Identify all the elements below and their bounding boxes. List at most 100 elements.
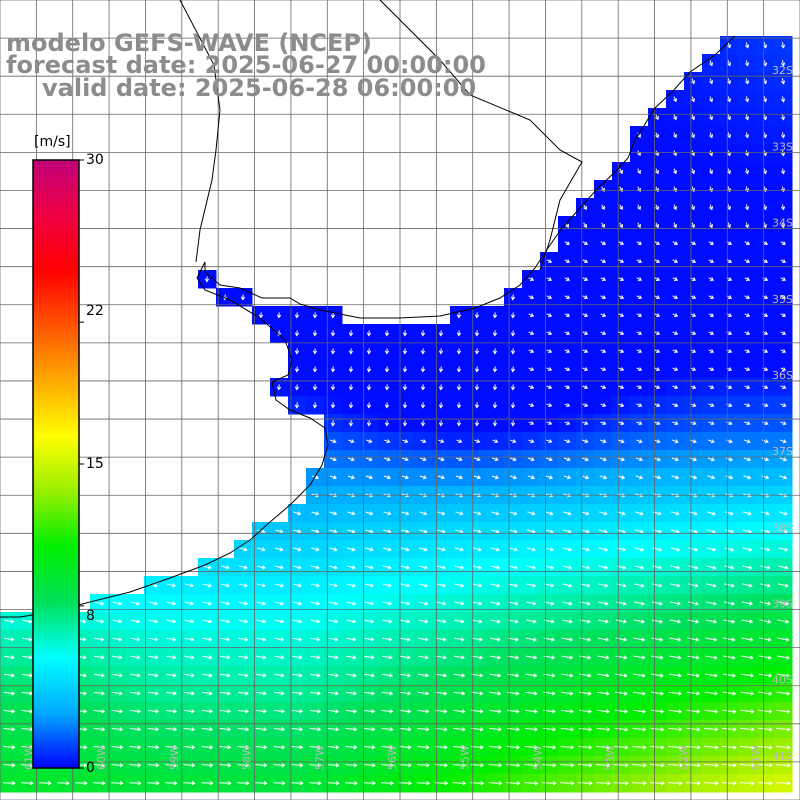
- wind-arrow: [220, 565, 230, 570]
- wind-arrow: [637, 168, 641, 175]
- wind-arrow: [454, 547, 464, 552]
- wind-arrow: [526, 601, 537, 606]
- lat-lon-labels: 32S 33S 34S 35S 36S 37S 38S 39S 40S 41S 61W 60W 59W 5…: [22, 64, 793, 770]
- wind-arrow: [614, 763, 629, 768]
- wind-arrow: [510, 330, 516, 337]
- wind-arrow: [636, 241, 643, 245]
- wind-arrow: [492, 348, 498, 355]
- wind-arrow: [293, 529, 302, 534]
- wind-arrow: [491, 457, 499, 462]
- wind-arrow: [687, 619, 700, 624]
- wind-arrow: [599, 475, 608, 480]
- wind-arrow: [691, 150, 696, 157]
- wind-arrow: [489, 691, 502, 696]
- wind-arrow: [546, 367, 553, 372]
- wind-arrow: [510, 420, 516, 427]
- wind-arrow: [111, 691, 124, 696]
- wind-arrow: [384, 384, 390, 391]
- wind-arrow: [330, 348, 336, 355]
- wind-arrow: [668, 709, 683, 714]
- colorbar: [32, 159, 84, 769]
- wind-arrow: [506, 781, 521, 786]
- wind-arrow: [21, 673, 34, 678]
- wind-arrow: [691, 114, 696, 121]
- wind-arrow: [670, 583, 681, 588]
- wind-arrow: [653, 439, 661, 444]
- wind-arrow: [618, 241, 625, 245]
- wind-arrow: [524, 727, 539, 732]
- wind-arrow: [582, 403, 589, 408]
- wind-arrow: [600, 439, 607, 444]
- wind-arrow: [669, 601, 681, 606]
- wind-arrow: [492, 402, 498, 409]
- wind-arrow: [651, 673, 664, 678]
- wind-arrow: [613, 781, 629, 786]
- wind-arrow: [762, 168, 768, 175]
- wind-arrow: [595, 781, 611, 786]
- wind-arrow: [673, 96, 678, 103]
- wind-arrow: [546, 259, 553, 263]
- latitude-label: 33S: [772, 140, 793, 153]
- wind-arrow: [636, 385, 643, 390]
- valid-date: valid date: 2025-06-28 06:00:00: [42, 74, 477, 102]
- wind-arrow: [542, 781, 557, 786]
- wind-arrow: [545, 457, 553, 462]
- wind-arrow: [273, 781, 286, 786]
- wind-arrow: [544, 529, 554, 534]
- wind-arrow: [564, 241, 571, 245]
- wind-arrow: [636, 313, 643, 317]
- wind-arrow: [383, 511, 392, 516]
- wind-arrow: [546, 313, 553, 317]
- wind-arrow: [436, 601, 447, 606]
- wind-arrow: [311, 529, 320, 534]
- wind-arrow: [685, 781, 701, 786]
- wind-arrow: [777, 601, 790, 606]
- wind-arrow: [381, 691, 394, 696]
- wind-arrow: [130, 601, 141, 606]
- wind-arrow: [615, 601, 627, 606]
- wind-arrow: [634, 547, 645, 552]
- wind-arrow: [726, 168, 732, 175]
- wind-arrow: [654, 331, 661, 335]
- wind-arrow: [778, 529, 789, 534]
- wind-arrow: [237, 781, 250, 786]
- wind-arrow: [310, 637, 321, 642]
- wind-arrow: [687, 601, 699, 606]
- wind-arrow: [294, 330, 300, 337]
- wind-arrow: [777, 637, 790, 642]
- wind-arrow: [652, 565, 663, 570]
- longitude-label: 53W: [604, 745, 617, 770]
- wind-arrow: [708, 421, 715, 426]
- wind-arrow: [474, 439, 481, 444]
- wind-arrow: [147, 745, 160, 750]
- wind-arrow: [438, 330, 444, 337]
- wind-arrow: [561, 673, 574, 678]
- wind-arrow: [761, 439, 769, 444]
- wind-arrow: [417, 745, 430, 750]
- wind-arrow: [275, 547, 284, 552]
- wind-arrow: [436, 637, 447, 642]
- wind-arrow: [525, 637, 538, 642]
- wind-arrow: [706, 583, 717, 588]
- wind-arrow: [402, 402, 408, 409]
- wind-arrow: [562, 565, 573, 570]
- wind-arrow: [312, 402, 318, 409]
- wind-arrow: [722, 673, 737, 678]
- wind-arrow: [400, 619, 411, 624]
- wind-arrow: [561, 655, 574, 660]
- wind-arrow: [578, 709, 593, 714]
- wind-arrow: [291, 691, 303, 696]
- wind-arrow: [739, 781, 755, 786]
- wind-arrow: [183, 763, 196, 768]
- wind-arrow: [129, 727, 142, 732]
- wind-arrow: [183, 727, 196, 732]
- wind-arrow: [582, 313, 589, 317]
- wind-arrow: [776, 655, 790, 660]
- wind-arrow: [437, 529, 446, 534]
- wind-arrow: [596, 727, 611, 732]
- wind-arrow: [599, 457, 607, 462]
- wind-arrow: [401, 511, 410, 516]
- wind-arrow: [94, 655, 105, 660]
- wind-arrow: [420, 420, 426, 427]
- wind-arrow: [365, 511, 374, 516]
